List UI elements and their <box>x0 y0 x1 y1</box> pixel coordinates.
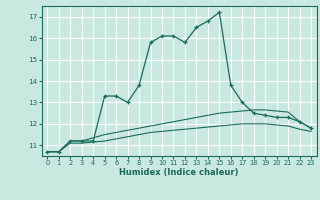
X-axis label: Humidex (Indice chaleur): Humidex (Indice chaleur) <box>119 168 239 177</box>
